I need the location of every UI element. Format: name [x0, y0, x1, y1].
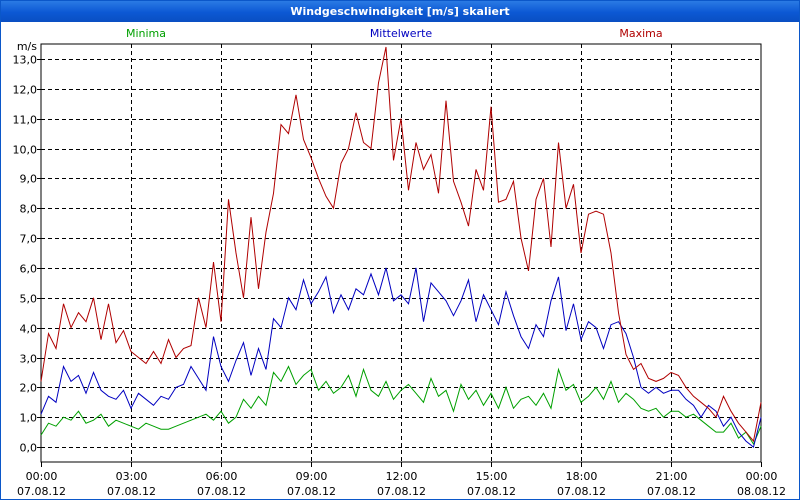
- y-tick-label: 2,0: [20, 382, 38, 395]
- chart-canvas: 0,0 1,0 2,0 3,0 4,0 5,0 6,0 7,0 8,0 9,0 10,0 11,0 12…: [13, 27, 786, 498]
- x-tick-date: 07.08.12: [197, 485, 246, 498]
- x-tick-date: 07.08.12: [17, 485, 66, 498]
- legend-mittelwerte: Mittelwerte: [370, 27, 433, 40]
- y-tick-label: 9,0: [20, 173, 38, 186]
- labels: 0,0 1,0 2,0 3,0 4,0 5,0 6,0 7,0 8,0 9,0 10,0 11,0 12…: [13, 27, 786, 498]
- y-tick-label: 13,0: [13, 54, 38, 67]
- legend-minima: Minima: [126, 27, 166, 40]
- y-tick-label: 6,0: [20, 263, 38, 276]
- x-tick-time: 00:00: [26, 470, 58, 483]
- grid: [41, 44, 761, 462]
- y-tick-label: 8,0: [20, 203, 38, 216]
- y-axis-unit: m/s: [17, 40, 37, 53]
- y-tick-label: 3,0: [20, 353, 38, 366]
- x-tick-time: 15:00: [476, 470, 508, 483]
- x-tick-time: 12:00: [386, 470, 418, 483]
- x-tick-date: 07.08.12: [467, 485, 516, 498]
- axes: [37, 43, 762, 467]
- y-tick-label: 12,0: [13, 84, 38, 97]
- x-tick-date: 07.08.12: [107, 485, 156, 498]
- series-group: [40, 46, 762, 448]
- x-tick-date: 08.08.12: [737, 485, 786, 498]
- x-tick-date: 07.08.12: [287, 485, 336, 498]
- legend-maxima: Maxima: [619, 27, 662, 40]
- x-tick-date: 07.08.12: [377, 485, 426, 498]
- y-tick-label: 1,0: [20, 412, 38, 425]
- x-tick-time: 06:00: [206, 470, 238, 483]
- y-tick-label: 0,0: [20, 442, 38, 455]
- y-tick-label: 5,0: [20, 293, 38, 306]
- x-tick-time: 09:00: [296, 470, 328, 483]
- x-tick-time: 21:00: [656, 470, 688, 483]
- plot-frame: [40, 43, 762, 463]
- series-line-mittelwerte: [40, 267, 762, 448]
- y-tick-label: 7,0: [20, 233, 38, 246]
- y-tick-label: 11,0: [13, 114, 38, 127]
- y-tick-label: 10,0: [13, 144, 38, 157]
- x-tick-date: 07.08.12: [557, 485, 606, 498]
- x-tick-time: 18:00: [566, 470, 598, 483]
- window-title: Windgeschwindigkeit [m/s] skaliert: [1, 1, 799, 22]
- series-line-minima: [40, 365, 762, 446]
- x-tick-date: 07.08.12: [647, 485, 696, 498]
- x-tick-time: 00:00: [746, 470, 778, 483]
- x-tick-time: 03:00: [116, 470, 148, 483]
- series-line-maxima: [40, 46, 762, 443]
- y-tick-label: 4,0: [20, 323, 38, 336]
